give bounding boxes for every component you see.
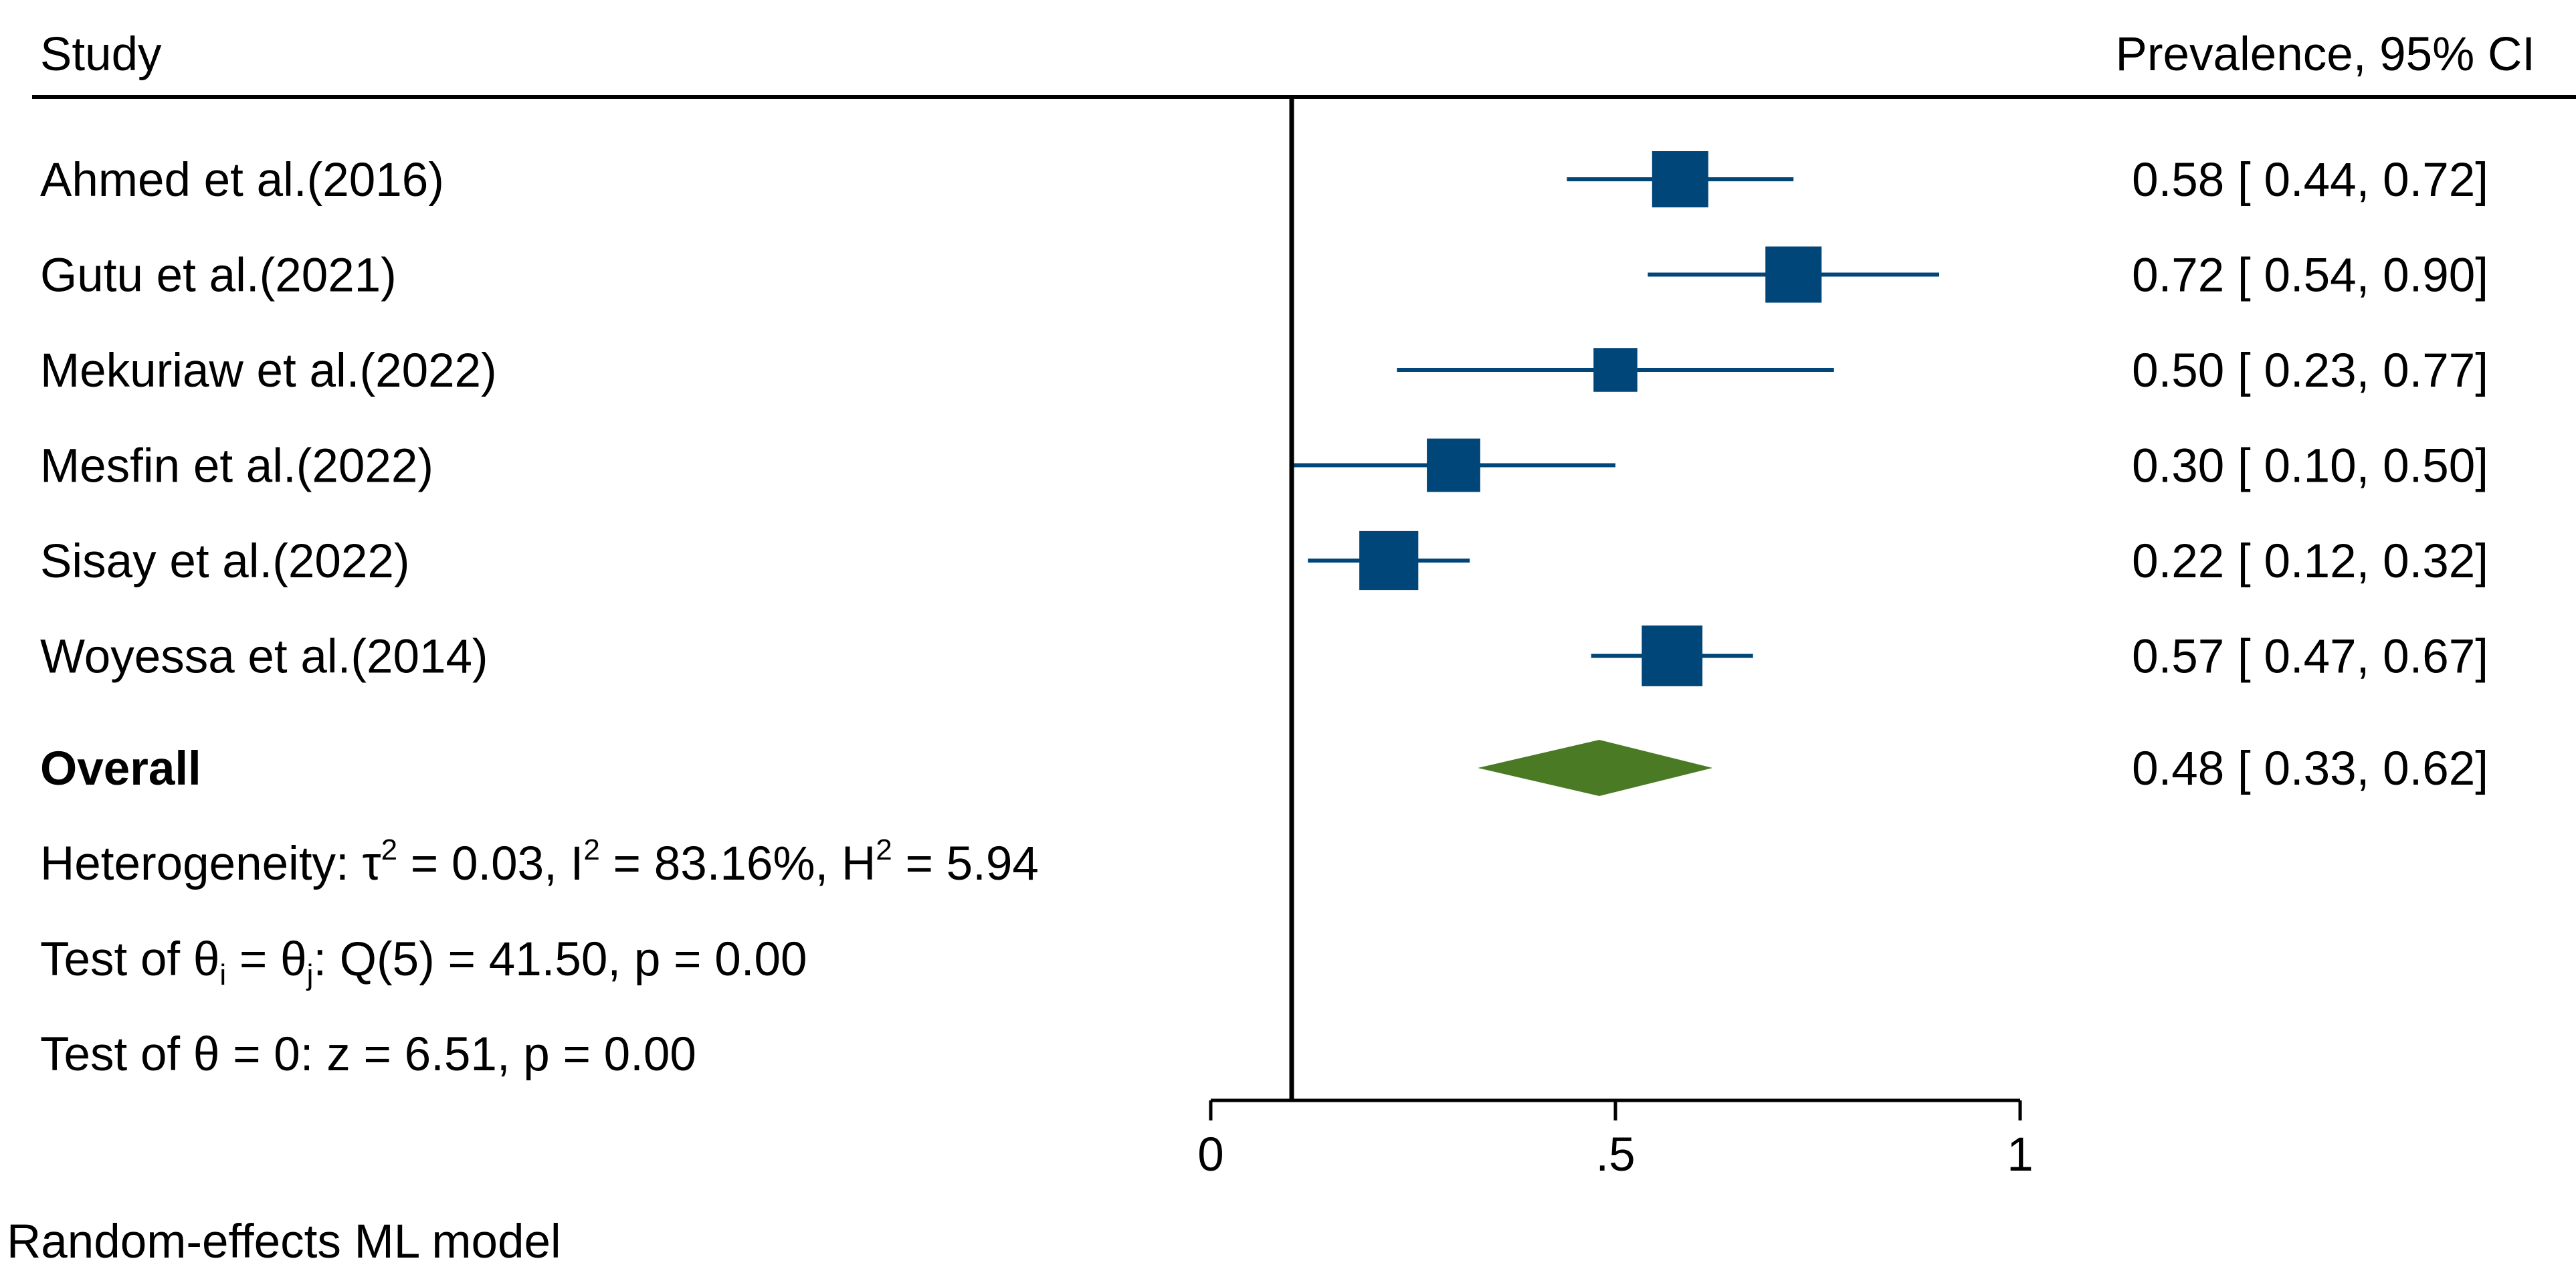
overall-diamond — [1478, 740, 1713, 796]
x-tick-label: 0 — [1197, 1128, 1224, 1181]
study-marker — [1652, 151, 1708, 207]
study-label: Mekuriaw et al.(2022) — [40, 344, 497, 397]
study-label: Woyessa et al.(2014) — [40, 631, 488, 684]
overall-ci-text: 0.48 [ 0.33, 0.62] — [2132, 743, 2488, 795]
study-label: Gutu et al.(2021) — [40, 250, 397, 302]
study-ci-text: 0.58 [ 0.44, 0.72] — [2132, 154, 2488, 207]
footnote: Random-effects ML model — [7, 1215, 561, 1268]
heterogeneity-text: Heterogeneity: τ2 = 0.03, I2 = 83.16%, H… — [40, 833, 1039, 890]
study-rows: Ahmed et al.(2016) 0.58 [ 0.44, 0.72] Gutu… — [40, 151, 2488, 686]
x-tick-label: 1 — [2007, 1128, 2034, 1181]
x-axis: 0.5 1 — [1197, 1098, 2034, 1181]
study-ci-text: 0.72 [ 0.54, 0.90] — [2132, 250, 2488, 302]
overall-label: Overall — [40, 743, 201, 795]
study-ci-text: 0.30 [ 0.10, 0.50] — [2132, 440, 2488, 493]
study-label: Ahmed et al.(2016) — [40, 154, 444, 207]
test-thetas-text: Test of θi = θj: Q(5) = 41.50, p = 0.00 — [40, 933, 807, 991]
study-ci-text: 0.22 [ 0.12, 0.32] — [2132, 535, 2488, 588]
header-study-label: Study — [40, 28, 162, 81]
study-marker — [1427, 438, 1480, 492]
study-marker — [1359, 530, 1419, 591]
study-label: Mesfin et al.(2022) — [40, 440, 433, 493]
test-zero-text: Test of θ = 0: z = 6.51, p = 0.00 — [40, 1028, 696, 1081]
header-effect-label: Prevalence, 95% CI — [2116, 28, 2536, 81]
x-tick-label: .5 — [1595, 1128, 1635, 1181]
study-ci-text: 0.57 [ 0.47, 0.67] — [2132, 631, 2488, 684]
study-marker — [1765, 246, 1822, 303]
study-ci-text: 0.50 [ 0.23, 0.77] — [2132, 344, 2488, 397]
study-marker — [1593, 348, 1638, 392]
study-marker — [1642, 625, 1703, 686]
study-label: Sisay et al.(2022) — [40, 535, 410, 588]
